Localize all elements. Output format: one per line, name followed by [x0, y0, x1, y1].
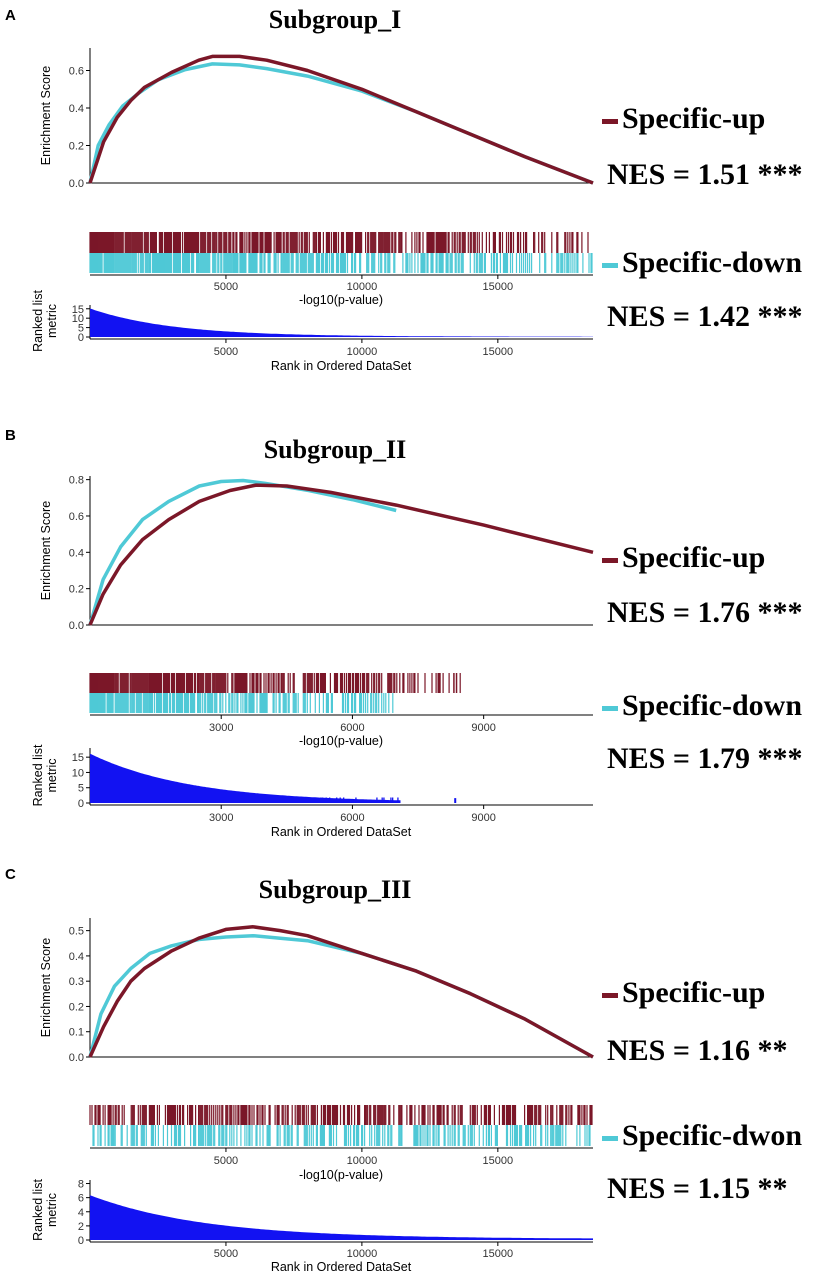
- metric-y-label-line1: Ranked list: [31, 290, 45, 352]
- metric-y-tick-label: 5: [78, 323, 84, 335]
- metric-bars: [90, 753, 401, 803]
- legend-label-down: Specific-down: [622, 246, 802, 279]
- chart-title: Subgroup_I: [269, 5, 402, 34]
- y-tick-label: 0.2: [69, 584, 84, 596]
- legend-swatch-down: [602, 706, 618, 711]
- es-curve-down: [88, 478, 397, 626]
- es-curve-up: [88, 925, 594, 1059]
- metric-x-axis-label: Rank in Ordered DataSet: [271, 1260, 412, 1274]
- metric-y-tick-label: 15: [72, 752, 84, 764]
- y-axis-label: Enrichment Score: [39, 938, 53, 1037]
- metric-y-label-line2: metric: [45, 1193, 59, 1227]
- nes-label-up: NES = 1.51 ***: [607, 158, 802, 191]
- legend-label-down: Specific-down: [622, 689, 802, 722]
- metric-y-tick-label: 2: [78, 1221, 84, 1233]
- panel-b: B Subgroup_II 0.0 0.2 0.4 0.6 0.8 Enrichment Sc…: [5, 427, 802, 839]
- legend-label-up: Specific-up: [622, 541, 765, 574]
- metric-x-tick-label: 10000: [347, 1248, 378, 1260]
- legend-swatch-up: [602, 119, 618, 124]
- legend-swatch-up: [602, 993, 618, 998]
- panel-label: A: [5, 7, 16, 24]
- y-tick-label: 0.0: [69, 620, 84, 632]
- x-tick-label: 5000: [214, 281, 238, 293]
- metric-y-label-line1: Ranked list: [31, 1179, 45, 1241]
- panel-a: A Subgroup_I 0.0 0.2 0.4 0.6 Enrichment Score 5…: [5, 5, 802, 373]
- legend-label-down: Specific-dwon: [622, 1119, 802, 1152]
- metric-x-axis-label: Rank in Ordered DataSet: [271, 359, 412, 373]
- y-tick-label: 0.1: [69, 1027, 84, 1039]
- y-tick-label: 0.2: [69, 1001, 84, 1013]
- metric-y-label-line2: metric: [45, 758, 59, 792]
- metric-y-label-line1: Ranked list: [31, 744, 45, 806]
- x-tick-label: 10000: [347, 281, 378, 293]
- x-tick-label: 3000: [209, 722, 233, 734]
- es-curve-up: [88, 54, 594, 185]
- metric-x-tick-label: 6000: [340, 812, 364, 824]
- metric-x-tick-label: 10000: [347, 346, 378, 358]
- x-axis-label: -log10(p-value): [299, 293, 383, 307]
- y-tick-label: 0.5: [69, 926, 84, 938]
- x-tick-label: 6000: [340, 722, 364, 734]
- nes-label-up: NES = 1.76 ***: [607, 596, 802, 629]
- y-tick-label: 0.3: [69, 976, 84, 988]
- x-tick-label: 5000: [214, 1155, 238, 1167]
- metric-y-label-line2: metric: [45, 304, 59, 338]
- x-tick-label: 15000: [483, 1155, 514, 1167]
- chart-title: Subgroup_III: [259, 875, 412, 904]
- metric-y-tick-label: 0: [78, 798, 84, 810]
- metric-bars: [90, 1195, 593, 1240]
- y-tick-label: 0.4: [69, 951, 84, 963]
- nes-label-down: NES = 1.42 ***: [607, 300, 802, 333]
- y-axis-label: Enrichment Score: [39, 66, 53, 165]
- y-tick-label: 0.8: [69, 475, 84, 487]
- legend-label-up: Specific-up: [622, 102, 765, 135]
- panel-label: C: [5, 866, 16, 883]
- y-axis-label: Enrichment Score: [39, 501, 53, 600]
- y-tick-label: 0.6: [69, 66, 84, 78]
- metric-bars: [90, 308, 593, 337]
- metric-x-tick-label: 5000: [214, 346, 238, 358]
- legend-swatch-down: [602, 1136, 618, 1141]
- metric-x-tick-label: 3000: [209, 812, 233, 824]
- metric-y-tick-label: 15: [72, 304, 84, 316]
- metric-x-tick-label: 15000: [483, 346, 514, 358]
- y-tick-label: 0.2: [69, 141, 84, 153]
- metric-x-tick-label: 5000: [214, 1248, 238, 1260]
- x-axis-label: -log10(p-value): [299, 734, 383, 748]
- metric-y-tick-label: 5: [78, 783, 84, 795]
- metric-y-tick-label: 8: [78, 1179, 84, 1191]
- x-tick-label: 9000: [471, 722, 495, 734]
- y-tick-label: 0.4: [69, 547, 84, 559]
- nes-label-down: NES = 1.79 ***: [607, 742, 802, 775]
- x-axis-label: -log10(p-value): [299, 1168, 383, 1182]
- legend-swatch-up: [602, 558, 618, 563]
- metric-y-tick-label: 0: [78, 1235, 84, 1247]
- legend-swatch-down: [602, 263, 618, 268]
- y-tick-label: 0.0: [69, 178, 84, 190]
- y-tick-label: 0.0: [69, 1052, 84, 1064]
- metric-x-tick-label: 15000: [483, 1248, 514, 1260]
- nes-label-up: NES = 1.16 **: [607, 1034, 787, 1067]
- nes-label-down: NES = 1.15 **: [607, 1172, 787, 1205]
- metric-y-tick-label: 4: [78, 1207, 84, 1219]
- panel-c: C Subgroup_III 0.0 0.1 0.2 0.3 0.4 0.5 Enrichmen…: [5, 866, 802, 1274]
- metric-y-tick-label: 6: [78, 1193, 84, 1205]
- es-curve-up: [88, 483, 594, 626]
- x-tick-label: 15000: [483, 281, 514, 293]
- metric-x-tick-label: 9000: [471, 812, 495, 824]
- metric-y-tick-label: 10: [72, 767, 84, 779]
- y-tick-label: 0.4: [69, 103, 84, 115]
- legend-label-up: Specific-up: [622, 976, 765, 1009]
- y-tick-label: 0.6: [69, 511, 84, 523]
- metric-x-axis-label: Rank in Ordered DataSet: [271, 825, 412, 839]
- metric-y-tick-label: 10: [72, 313, 84, 325]
- metric-y-tick-label: 0: [78, 332, 84, 344]
- x-tick-label: 10000: [347, 1155, 378, 1167]
- panel-label: B: [5, 427, 16, 444]
- chart-title: Subgroup_II: [264, 435, 407, 464]
